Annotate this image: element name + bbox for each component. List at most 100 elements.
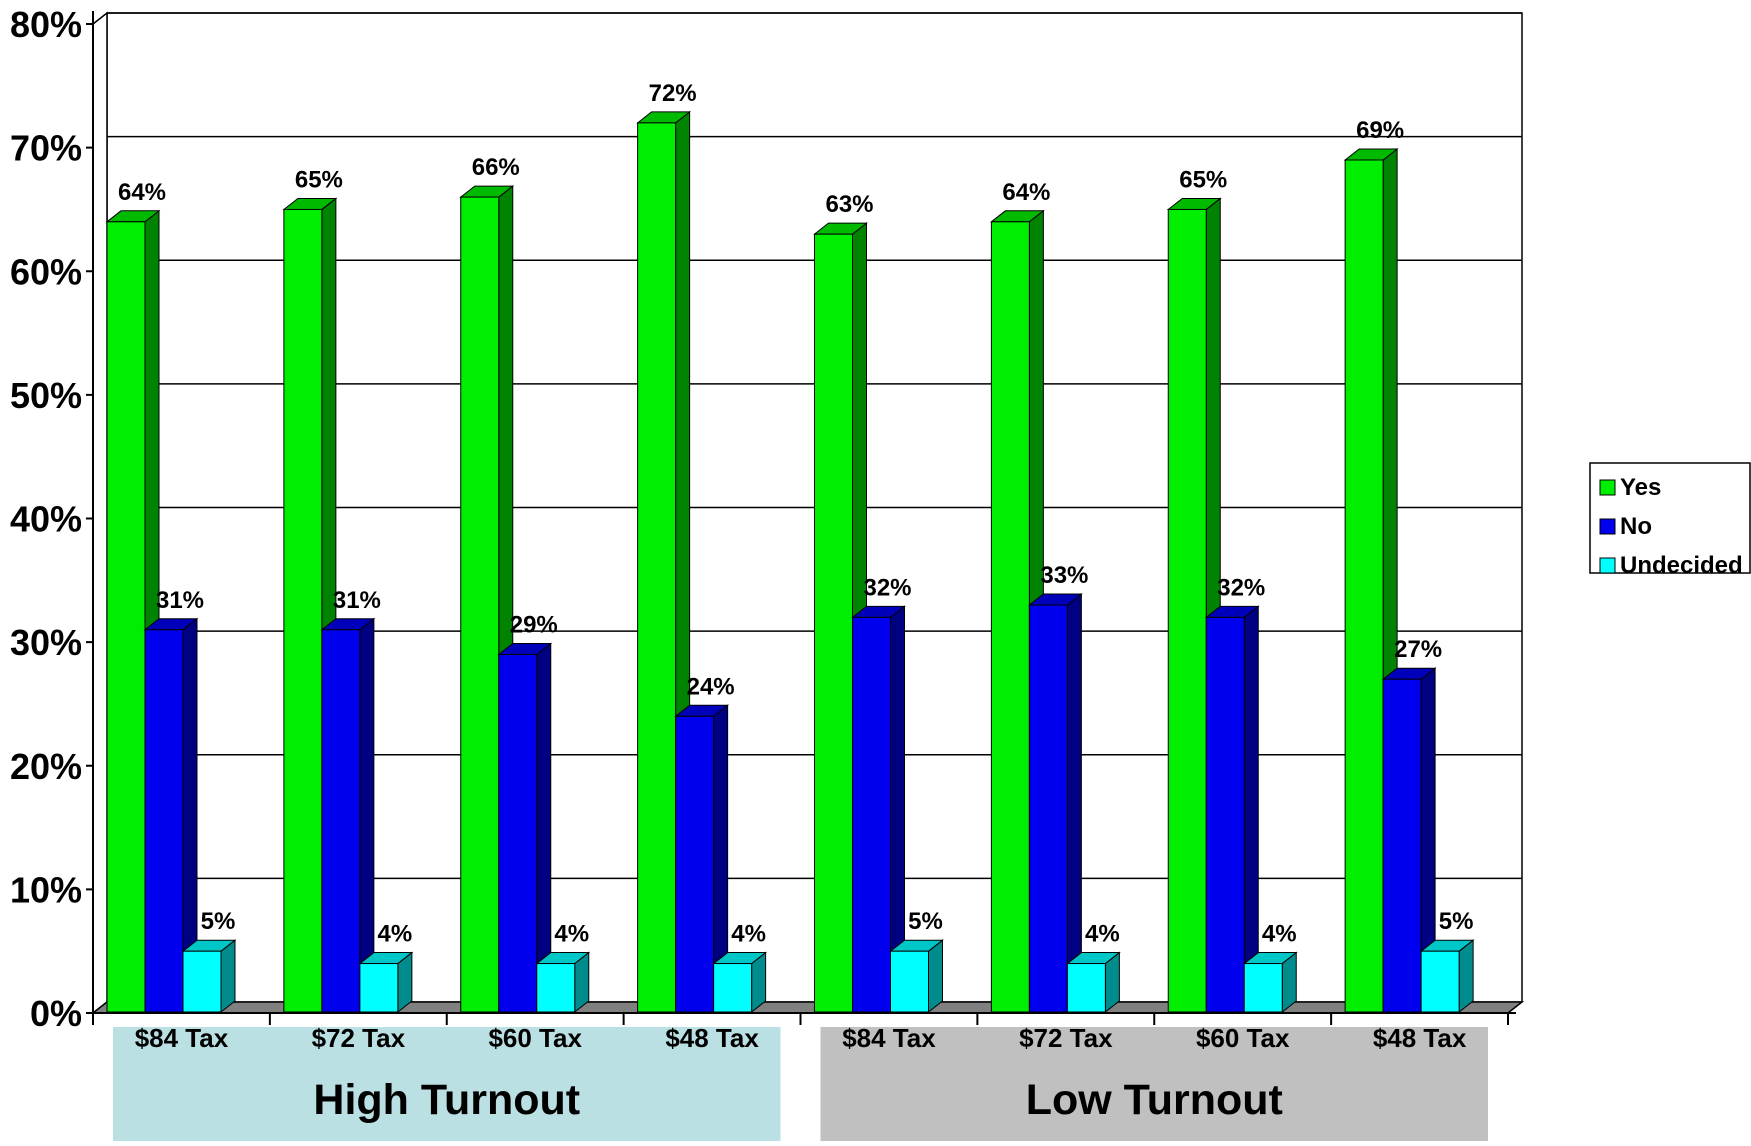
group-band (113, 1027, 781, 1141)
category-label: $60 Tax (1196, 1023, 1290, 1053)
bar-front-face (637, 122, 677, 1013)
y-tick-label: 60% (10, 251, 82, 292)
data-label: 4% (1085, 921, 1120, 948)
bar-front-face (890, 950, 929, 1013)
bar-no (851, 605, 906, 1014)
bar-front-face (498, 653, 538, 1013)
bar-undecided (712, 951, 768, 1014)
bar-undecided (181, 939, 237, 1014)
bar-undecided (535, 951, 591, 1014)
bar-front-face (536, 963, 576, 1013)
y-tick-label: 30% (10, 622, 82, 663)
bar-no (320, 617, 376, 1014)
group-label: Low Turnout (1026, 1076, 1283, 1124)
category-label: $48 Tax (1373, 1023, 1467, 1053)
y-tick-label: 0% (30, 993, 82, 1034)
data-label: 5% (201, 908, 236, 935)
bar-front-face (460, 196, 500, 1013)
bar-front-face (1420, 950, 1460, 1013)
data-label: 72% (649, 80, 697, 107)
bar-front-face (1167, 208, 1207, 1013)
data-label: 31% (156, 587, 204, 614)
bar-front-face (675, 715, 715, 1013)
category-label: $48 Tax (665, 1023, 759, 1053)
bar-front-face (1382, 678, 1422, 1013)
bar-front-face (321, 629, 361, 1013)
data-label: 63% (825, 191, 873, 218)
bar-front-face (814, 233, 853, 1013)
y-tick-label: 10% (10, 869, 82, 910)
category-label: $84 Tax (135, 1023, 229, 1053)
bar-side-face (220, 939, 236, 1014)
bar-front-face (182, 950, 222, 1013)
bar-yes (1166, 197, 1222, 1014)
data-label: 33% (1040, 562, 1088, 589)
bar-no (497, 642, 553, 1014)
bar-front-face (1344, 159, 1384, 1013)
data-label: 5% (1439, 908, 1474, 935)
legend-box (1589, 462, 1751, 574)
bar-no (674, 704, 730, 1014)
legend-swatch (1599, 479, 1616, 496)
group-band (820, 1027, 1488, 1141)
data-label: 4% (731, 921, 766, 948)
data-label: 4% (378, 921, 413, 948)
legend-label: Yes (1620, 474, 1661, 501)
bar-undecided (889, 939, 944, 1014)
bar-no (143, 617, 199, 1014)
category-label: $60 Tax (488, 1023, 582, 1053)
data-label: 27% (1394, 636, 1442, 663)
data-label: 29% (510, 611, 558, 638)
y-tick-label: 40% (10, 499, 82, 540)
bar-front-face (1205, 616, 1245, 1013)
category-label: $72 Tax (1019, 1023, 1113, 1053)
data-label: 66% (472, 154, 520, 181)
data-label: 65% (295, 166, 343, 193)
bar-front-face (144, 629, 184, 1013)
bar-no (1381, 667, 1437, 1014)
data-label: 65% (1179, 166, 1227, 193)
data-label: 32% (863, 574, 911, 601)
bar-side-face (359, 617, 375, 1014)
data-label: 64% (1002, 179, 1050, 206)
bar-side-face (1243, 605, 1259, 1014)
category-label: $72 Tax (312, 1023, 406, 1053)
y-tick-label: 50% (10, 375, 82, 416)
data-label: 64% (118, 179, 166, 206)
bar-undecided (1065, 951, 1121, 1014)
bar-front-face (1028, 604, 1068, 1013)
bar-front-face (283, 208, 323, 1013)
bar-undecided (1242, 951, 1298, 1014)
bar-front-face (1066, 963, 1106, 1013)
data-label: 31% (333, 587, 381, 614)
category-label: $84 Tax (842, 1023, 936, 1053)
bar-front-face (106, 221, 146, 1013)
bar-side-face (928, 939, 943, 1014)
data-label: 4% (1262, 921, 1297, 948)
bar-front-face (359, 963, 399, 1013)
bar-front-face (713, 963, 753, 1013)
side-wall (92, 11, 108, 1015)
y-tick-label: 70% (10, 128, 82, 169)
legend-label: Undecided (1620, 552, 1743, 579)
data-label: 4% (554, 921, 589, 948)
data-label: 32% (1217, 574, 1265, 601)
bar-front-face (1243, 963, 1283, 1013)
bar-undecided (1419, 939, 1475, 1014)
data-label: 5% (908, 908, 943, 935)
group-label: High Turnout (313, 1076, 580, 1124)
bar-front-face (852, 616, 891, 1013)
bar-undecided (358, 951, 414, 1014)
bar-side-face (1458, 939, 1474, 1014)
legend-label: No (1620, 513, 1652, 540)
y-tick-label: 80% (10, 4, 82, 45)
y-tick-label: 20% (10, 746, 82, 787)
bar-front-face (990, 221, 1030, 1013)
bar-no (1027, 593, 1083, 1014)
legend-swatch (1599, 557, 1616, 574)
bar-side-face (1066, 593, 1082, 1014)
legend-swatch (1599, 518, 1616, 535)
data-label: 24% (687, 673, 735, 700)
